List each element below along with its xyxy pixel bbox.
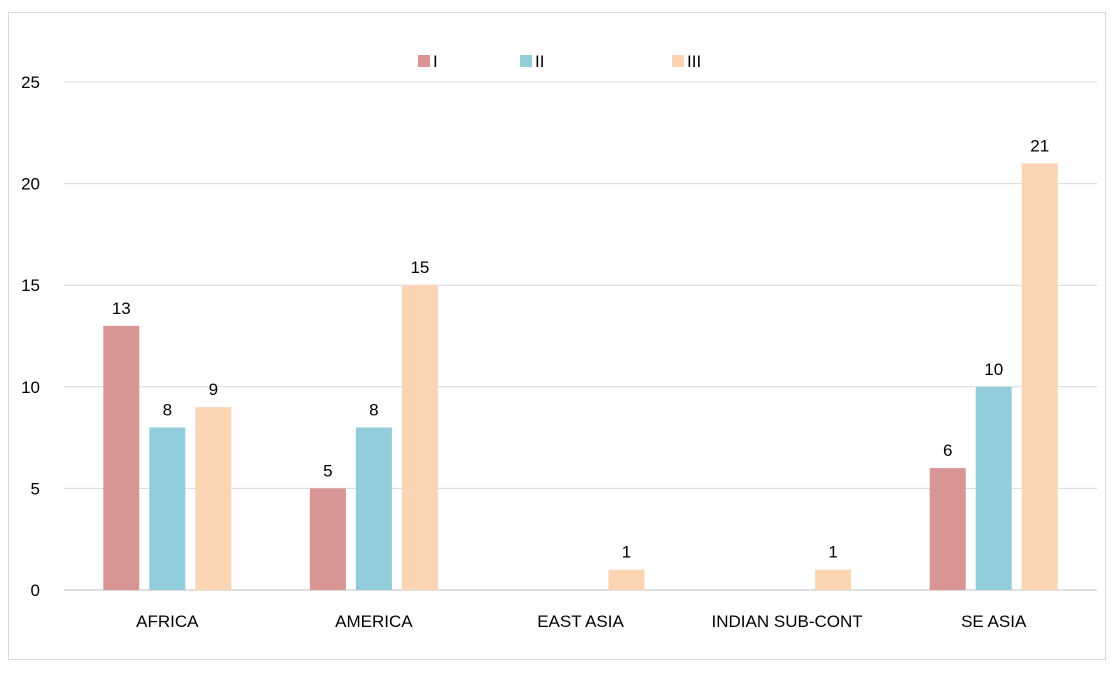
bar (929, 468, 966, 590)
y-tick-label: 10 (21, 378, 40, 397)
data-label: 1 (828, 543, 837, 562)
data-label: 10 (984, 360, 1003, 379)
x-tick-label: INDIAN SUB-CONT (712, 612, 863, 631)
data-label: 5 (323, 461, 332, 480)
bar (1021, 163, 1058, 590)
data-label: 21 (1030, 136, 1049, 155)
data-label: 9 (209, 380, 218, 399)
x-tick-label: EAST ASIA (537, 612, 624, 631)
legend-label: I (433, 52, 438, 71)
legend-swatch (520, 55, 532, 67)
y-tick-label: 15 (21, 276, 40, 295)
bar (815, 569, 852, 590)
bar (103, 325, 140, 590)
legend-swatch (418, 55, 430, 67)
y-tick-label: 20 (21, 175, 40, 194)
data-labels: 13 8 9 5 8 15 1 1 6 10 21 (112, 136, 1049, 561)
x-tick-label: AMERICA (335, 612, 413, 631)
bar (309, 488, 346, 590)
data-label: 1 (622, 543, 631, 562)
legend: I II III (418, 52, 701, 71)
y-tick-label: 0 (31, 581, 40, 600)
x-axis-ticks: AFRICA AMERICA EAST ASIA INDIAN SUB-CONT SE … (136, 612, 1027, 631)
data-label: 8 (369, 400, 378, 419)
y-tick-label: 5 (31, 479, 40, 498)
bar (975, 386, 1012, 590)
gridlines (64, 81, 1097, 591)
data-label: 13 (112, 299, 131, 318)
data-label: 8 (163, 400, 172, 419)
x-tick-label: AFRICA (136, 612, 199, 631)
chart-frame (8, 12, 1106, 660)
bar (195, 407, 232, 590)
x-tick-label: SE ASIA (961, 612, 1027, 631)
legend-label: III (687, 52, 701, 71)
legend-label: II (535, 52, 544, 71)
y-tick-label: 25 (21, 73, 40, 92)
bar (149, 427, 186, 590)
legend-swatch (672, 55, 684, 67)
bar (401, 285, 438, 590)
bar (608, 569, 645, 590)
data-label: 6 (943, 441, 952, 460)
data-label: 15 (410, 258, 429, 277)
bars (103, 163, 1058, 590)
y-axis-ticks: 0 5 10 15 20 25 (21, 73, 40, 600)
bar (355, 427, 392, 590)
